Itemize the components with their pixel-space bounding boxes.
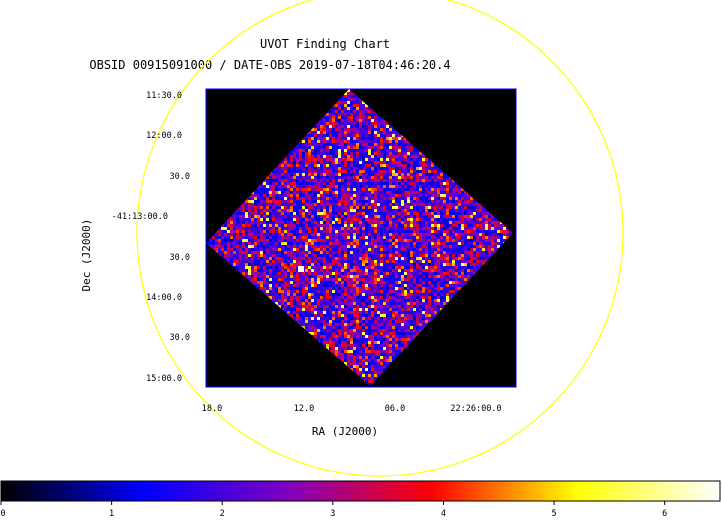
y-tick-label: 12:00.0 <box>146 131 182 141</box>
x-axis-label: RA (J2000) <box>312 425 378 438</box>
colorbar-tick-label: 2 <box>220 509 225 519</box>
colorbar-tick-label: 6 <box>662 509 667 519</box>
y-tick-label: 30.0 <box>170 172 190 182</box>
colorbar-tick-label: 5 <box>552 509 557 519</box>
colorbar-tick-label: 0 <box>0 509 5 519</box>
x-ticks: 18.0 12.0 06.0 22:26:00.0 <box>202 404 502 414</box>
colorbar <box>0 480 721 502</box>
chart-subtitle: OBSID 00915091000 / DATE-OBS 2019-07-18T… <box>89 58 450 72</box>
y-tick-label: 30.0 <box>170 333 190 343</box>
y-tick-label: 11:30.0 <box>146 91 182 101</box>
y-tick-label: 15:00.0 <box>146 374 182 384</box>
chart-title: UVOT Finding Chart <box>260 37 390 51</box>
bright-source <box>298 266 304 272</box>
y-tick-label: 14:00.0 <box>146 293 182 303</box>
colorbar-tick-label: 4 <box>441 509 446 519</box>
y-tick-label: 30.0 <box>170 253 190 263</box>
colorbar-ticks: 0 1 2 3 4 5 6 <box>0 501 667 519</box>
x-tick-label: 18.0 <box>202 404 222 414</box>
region-circle <box>136 0 624 477</box>
y-tick-label: -41:13:00.0 <box>112 212 168 222</box>
y-axis-label: Dec (J2000) <box>80 219 93 292</box>
colorbar-tick-label: 1 <box>109 509 114 519</box>
x-tick-label: 06.0 <box>385 404 405 414</box>
x-tick-label: 22:26:00.0 <box>450 404 501 414</box>
x-tick-label: 12.0 <box>294 404 314 414</box>
y-ticks: 11:30.0 12:00.0 30.0 -41:13:00.0 30.0 14… <box>112 91 190 384</box>
colorbar-tick-label: 3 <box>330 509 335 519</box>
